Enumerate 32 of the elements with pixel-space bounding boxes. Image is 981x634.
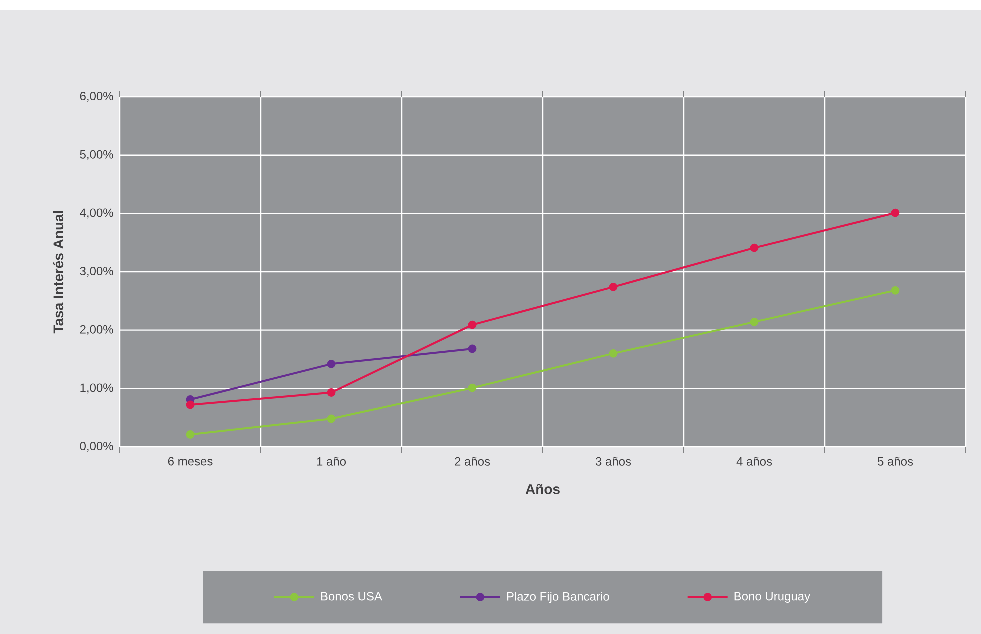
x-tick-label: 5 años	[878, 457, 914, 466]
point	[750, 318, 759, 326]
y-tick-label: 6,00%	[80, 92, 114, 102]
point	[468, 320, 477, 330]
y-tick-label: 2,00%	[80, 325, 114, 336]
y-tick-label: 0,00%	[80, 442, 114, 452]
point	[891, 286, 900, 295]
point	[186, 400, 195, 410]
x-axis-title: Años	[526, 484, 560, 494]
x-tick-label: 4 años	[736, 457, 772, 466]
x-tick-label: 6 meses	[168, 457, 213, 466]
x-tick-label: 2 años	[455, 457, 490, 466]
y-tick-label: 5,00%	[80, 150, 114, 160]
point	[327, 414, 336, 424]
point	[468, 344, 477, 354]
y-tick-label: 4,00%	[80, 208, 114, 219]
point	[327, 360, 336, 368]
point	[891, 208, 900, 218]
legend-label: Plazo Fijo Bancario	[507, 592, 610, 604]
point	[609, 349, 618, 358]
legend-label: Bonos USA	[321, 592, 382, 601]
legend-label: Bono Uruguay	[734, 592, 811, 604]
y-axis-title: Tasa Interés Anual	[53, 211, 64, 334]
point	[609, 282, 618, 292]
x-tick-label: 3 años	[596, 457, 632, 466]
point	[468, 384, 477, 392]
point	[186, 430, 195, 439]
point	[750, 244, 759, 252]
x-tick-label: 1 año	[317, 457, 346, 466]
y-tick-label: 1,00%	[80, 384, 114, 394]
y-tick-label: 3,00%	[80, 267, 114, 277]
point	[327, 388, 336, 397]
